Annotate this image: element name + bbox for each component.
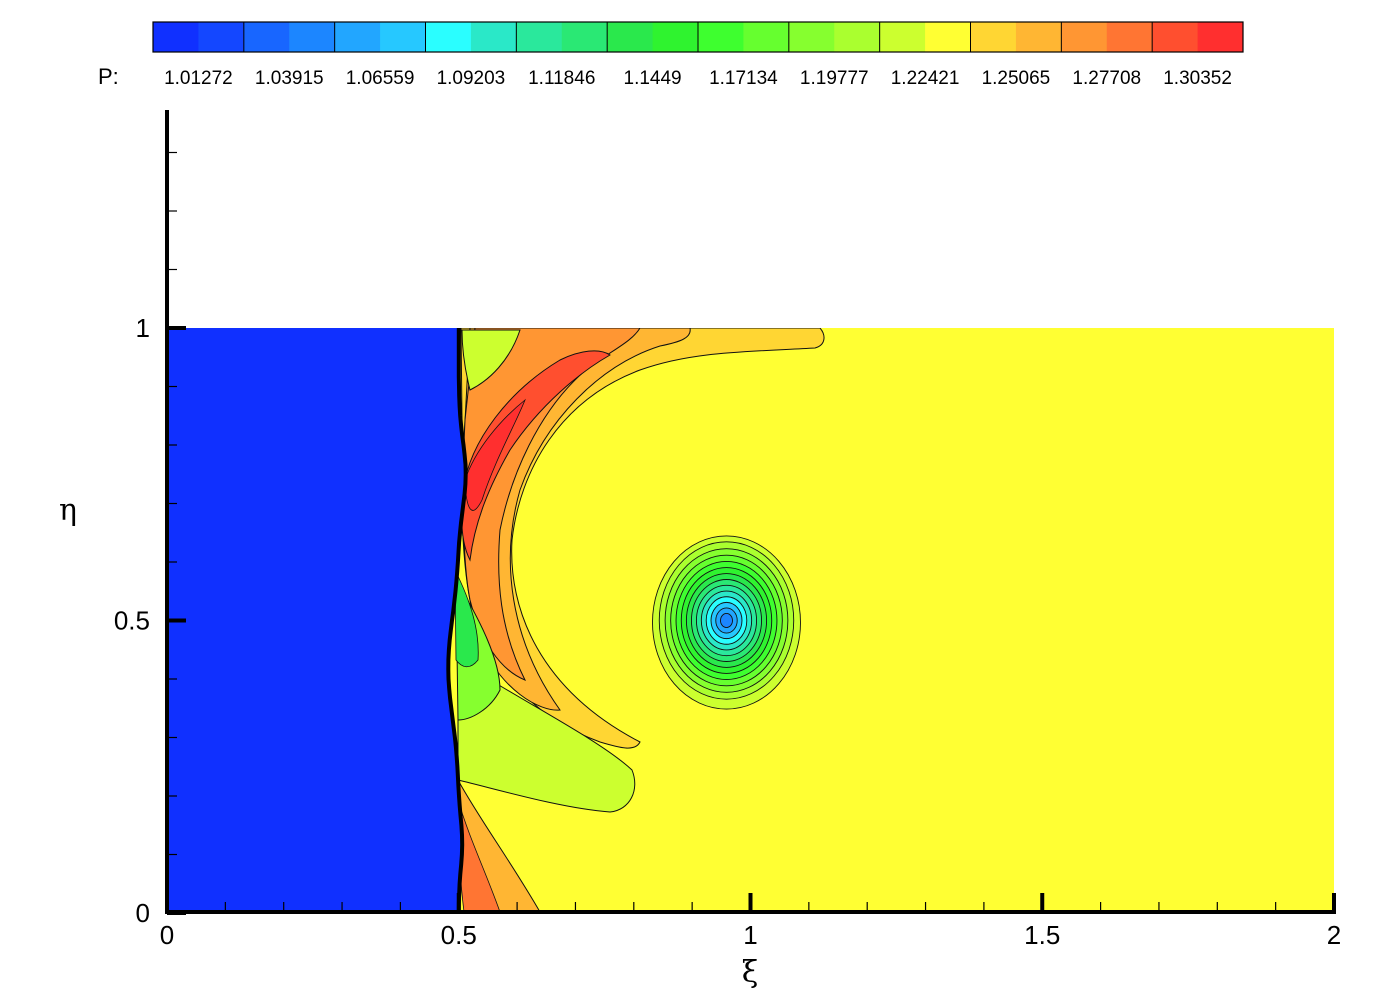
colorbar-tick-label: 1.17134	[709, 68, 778, 89]
preshock-region	[167, 328, 466, 913]
peak-pressure-core	[464, 398, 526, 511]
lower-lobe-dark-green	[454, 569, 479, 668]
plot-area	[167, 328, 1334, 913]
x-tick-label: 0	[160, 920, 174, 950]
colorbar-swatch	[1061, 22, 1108, 52]
colorbar-swatch	[970, 22, 1017, 52]
colorbar-swatch	[1152, 22, 1199, 52]
colorbar-tick-label: 1.22421	[891, 68, 960, 89]
colorbar-swatch	[289, 22, 336, 52]
colorbar-swatch	[788, 22, 835, 52]
colorbar-separators	[243, 22, 1153, 52]
y-axis-title: η	[59, 493, 77, 528]
y-axis-ticks	[167, 151, 186, 915]
x-axis-title: ξ	[742, 955, 759, 990]
colorbar-tick-label: 1.01272	[164, 68, 233, 89]
colorbar-swatch	[516, 22, 563, 52]
colorbar-swatch	[1106, 22, 1153, 52]
x-axis-ticks	[165, 893, 1336, 912]
colorbar-tick-label: 1.30352	[1163, 68, 1232, 89]
colorbar-swatch	[652, 22, 699, 52]
vortex-contours	[652, 535, 801, 710]
colorbar-tick-label: 1.25065	[982, 68, 1051, 89]
x-tick-label: 2	[1327, 920, 1341, 950]
colorbar-swatch	[698, 22, 744, 52]
colorbar-tick-label: 1.03915	[255, 68, 324, 89]
colorbar-swatch	[198, 22, 245, 52]
colorbar-swatch	[153, 22, 199, 52]
x-tick-label: 0.5	[441, 920, 477, 950]
colorbar-tick-label: 1.06559	[346, 68, 415, 89]
colorbar-swatch	[243, 22, 290, 52]
y-tick-label: 1	[136, 313, 150, 343]
colorbar-tick-label: 1.1449	[624, 68, 682, 89]
y-tick-label: 0.5	[114, 606, 150, 636]
colorbar-swatch	[470, 22, 517, 52]
colorbar-swatch	[1197, 22, 1244, 52]
colorbar-swatch	[879, 22, 926, 52]
colorbar-swatch	[561, 22, 608, 52]
shock-front	[446, 328, 468, 913]
colorbar: P: 1.01272 1.03915 1.06559 1.09203 1.11846 1.…	[98, 21, 1244, 89]
colorbar-swatch	[380, 22, 426, 52]
colorbar-tick-label: 1.19777	[800, 68, 869, 89]
colorbar-swatch	[607, 22, 654, 52]
colorbar-swatch	[334, 22, 381, 52]
colorbar-variable-label: P:	[98, 64, 119, 89]
vortex-ring	[720, 613, 733, 628]
colorbar-swatch	[743, 22, 790, 52]
y-tick-label: 0	[136, 898, 150, 928]
colorbar-swatch	[834, 22, 881, 52]
colorbar-tick-label: 1.11846	[528, 68, 595, 89]
y-axis-tick-labels: 00.51	[114, 313, 150, 928]
x-tick-label: 1.5	[1024, 920, 1060, 950]
upper-lobe-light-green	[461, 329, 521, 391]
colorbar-swatch	[1015, 22, 1062, 52]
colorbar-swatch	[925, 22, 971, 52]
lower-lobe-light-green	[457, 659, 636, 813]
colorbar-tick-label: 1.09203	[437, 68, 506, 89]
x-axis-tick-labels: 0 0.5 1 1.5 2	[160, 920, 1341, 950]
x-tick-label: 1	[743, 920, 757, 950]
colorbar-swatches	[153, 22, 1244, 52]
axes: 0 0.5 1 1.5 2 00.51 ξ η	[59, 110, 1341, 990]
colorbar-frame	[152, 21, 1244, 53]
colorbar-tick-labels: 1.01272 1.03915 1.06559 1.09203 1.11846 1.144…	[164, 68, 1232, 89]
colorbar-swatch	[425, 22, 472, 52]
colorbar-tick-label: 1.27708	[1072, 68, 1141, 89]
